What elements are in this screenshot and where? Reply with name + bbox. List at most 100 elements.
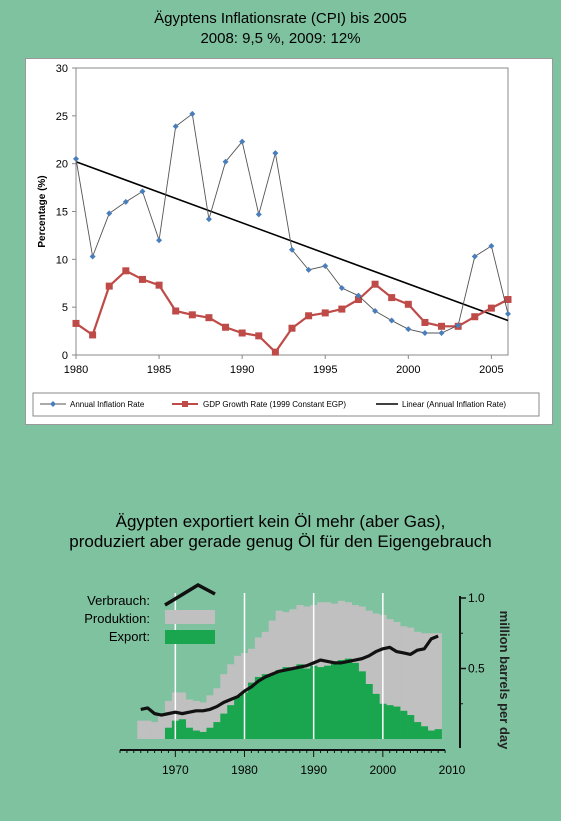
- gdp-growth-point: [305, 312, 313, 320]
- export-bar: [227, 705, 235, 739]
- export-bar: [261, 674, 270, 739]
- trend-line: [75, 161, 509, 322]
- export-bar: [234, 696, 242, 739]
- y-tick-label: 25: [56, 111, 68, 123]
- production-bar: [303, 606, 311, 739]
- production-bar: [268, 620, 276, 739]
- chart2-title-line1: Ägypten exportiert kein Öl mehr (aber Ga…: [115, 512, 446, 531]
- export-bar: [254, 676, 263, 739]
- x-tick-label: 1990: [300, 763, 327, 777]
- export-bar: [171, 720, 180, 739]
- gdp-growth-point: [471, 313, 479, 321]
- production-bar: [413, 631, 422, 739]
- export-bar: [241, 692, 249, 739]
- gdp-growth-point: [205, 314, 213, 322]
- production-bar: [337, 600, 346, 739]
- inflation-point: [338, 285, 345, 292]
- legend-swatch-export: [165, 630, 215, 644]
- gdp-growth-point: [338, 305, 346, 313]
- gdp-growth-point: [504, 296, 512, 304]
- production-bar: [427, 633, 436, 739]
- chart2-title-line2: produziert aber gerade genug Öl für den …: [69, 532, 492, 551]
- inflation-point: [488, 242, 495, 249]
- y-axis-label: Percentage (%): [37, 175, 48, 247]
- export-bar: [427, 730, 436, 739]
- production-bar: [372, 613, 380, 739]
- legend-swatch-verbrauch: [164, 582, 216, 607]
- production-bar: [344, 602, 353, 739]
- export-bar: [317, 667, 325, 739]
- production-bar: [261, 631, 270, 739]
- production-bar: [296, 605, 304, 739]
- export-bar: [192, 730, 200, 739]
- y-tick-label: 30: [56, 63, 68, 75]
- production-bar: [434, 633, 442, 739]
- production-bar: [386, 619, 394, 739]
- gdp-growth-point: [354, 296, 362, 304]
- gdp-growth-point: [155, 281, 163, 289]
- gdp-growth-point: [388, 294, 396, 302]
- inflation-point: [421, 329, 428, 336]
- production-bar: [310, 605, 318, 739]
- y-tick-label: 10: [56, 254, 68, 266]
- inflation-point: [222, 158, 229, 165]
- y-tick-label: 20: [56, 159, 68, 171]
- y-tick-label: 0.5: [468, 662, 485, 676]
- gdp-growth-point: [72, 319, 80, 327]
- export-bar: [199, 731, 207, 739]
- legend-marker-inflation: [50, 401, 56, 407]
- inflation-point: [405, 326, 412, 333]
- production-bar: [137, 720, 145, 739]
- export-bar: [365, 684, 373, 739]
- gdp-growth-point: [222, 323, 230, 331]
- inflation-point: [355, 292, 362, 299]
- gdp-growth-point: [487, 304, 495, 312]
- consumption-line: [140, 634, 439, 717]
- export-bar: [351, 662, 359, 739]
- gdp-growth-point: [288, 324, 296, 332]
- production-bar: [330, 603, 339, 739]
- inflation-point: [205, 216, 212, 223]
- inflation-point: [89, 253, 96, 260]
- x-tick-label: 1980: [64, 364, 88, 376]
- x-tick-label: 2000: [396, 364, 420, 376]
- inflation-line: [75, 113, 509, 334]
- inflation-point: [289, 246, 295, 253]
- chart1-subtitle: 2008: 9,5 %, 2009: 12%: [200, 30, 361, 47]
- export-bar: [282, 667, 290, 739]
- gdp-growth-point: [172, 307, 180, 315]
- gdp-growth-point: [188, 311, 196, 319]
- gdp-growth-point: [255, 332, 263, 340]
- production-bar: [151, 722, 159, 739]
- y-tick-label: 0: [62, 350, 68, 362]
- export-bar: [372, 693, 380, 739]
- production-bar: [144, 720, 152, 739]
- inflation-point: [372, 307, 379, 314]
- production-bar: [206, 695, 214, 739]
- inflation-point: [172, 123, 179, 130]
- inflation-point: [471, 253, 478, 260]
- x-tick-label: 1970: [162, 763, 189, 777]
- production-bar: [220, 674, 228, 739]
- inflation-point: [388, 317, 395, 324]
- production-bar: [199, 702, 207, 739]
- production-bar: [254, 637, 263, 739]
- inflation-point: [255, 211, 262, 218]
- production-bar: [379, 614, 387, 739]
- legend-label-verbrauch: Verbrauch:: [87, 593, 150, 608]
- gdp-growth-point: [438, 322, 446, 330]
- gdp-growth-point: [421, 318, 429, 326]
- legend-label-gdp: GDP Growth Rate (1999 Constant EGP): [203, 400, 346, 409]
- inflation-point: [455, 322, 462, 329]
- export-bar: [247, 682, 256, 739]
- production-bar: [393, 621, 401, 739]
- export-bar: [220, 713, 228, 739]
- chart1-title: Ägyptens Inflationsrate (CPI) bis 2005: [154, 10, 407, 27]
- export-bar: [420, 726, 429, 739]
- gdp-growth-point: [122, 267, 130, 275]
- gdp-growth-point: [371, 280, 379, 288]
- production-bar: [324, 602, 332, 739]
- inflation-point: [438, 329, 445, 336]
- export-bar: [303, 668, 311, 739]
- gdp-growth-point: [404, 300, 412, 308]
